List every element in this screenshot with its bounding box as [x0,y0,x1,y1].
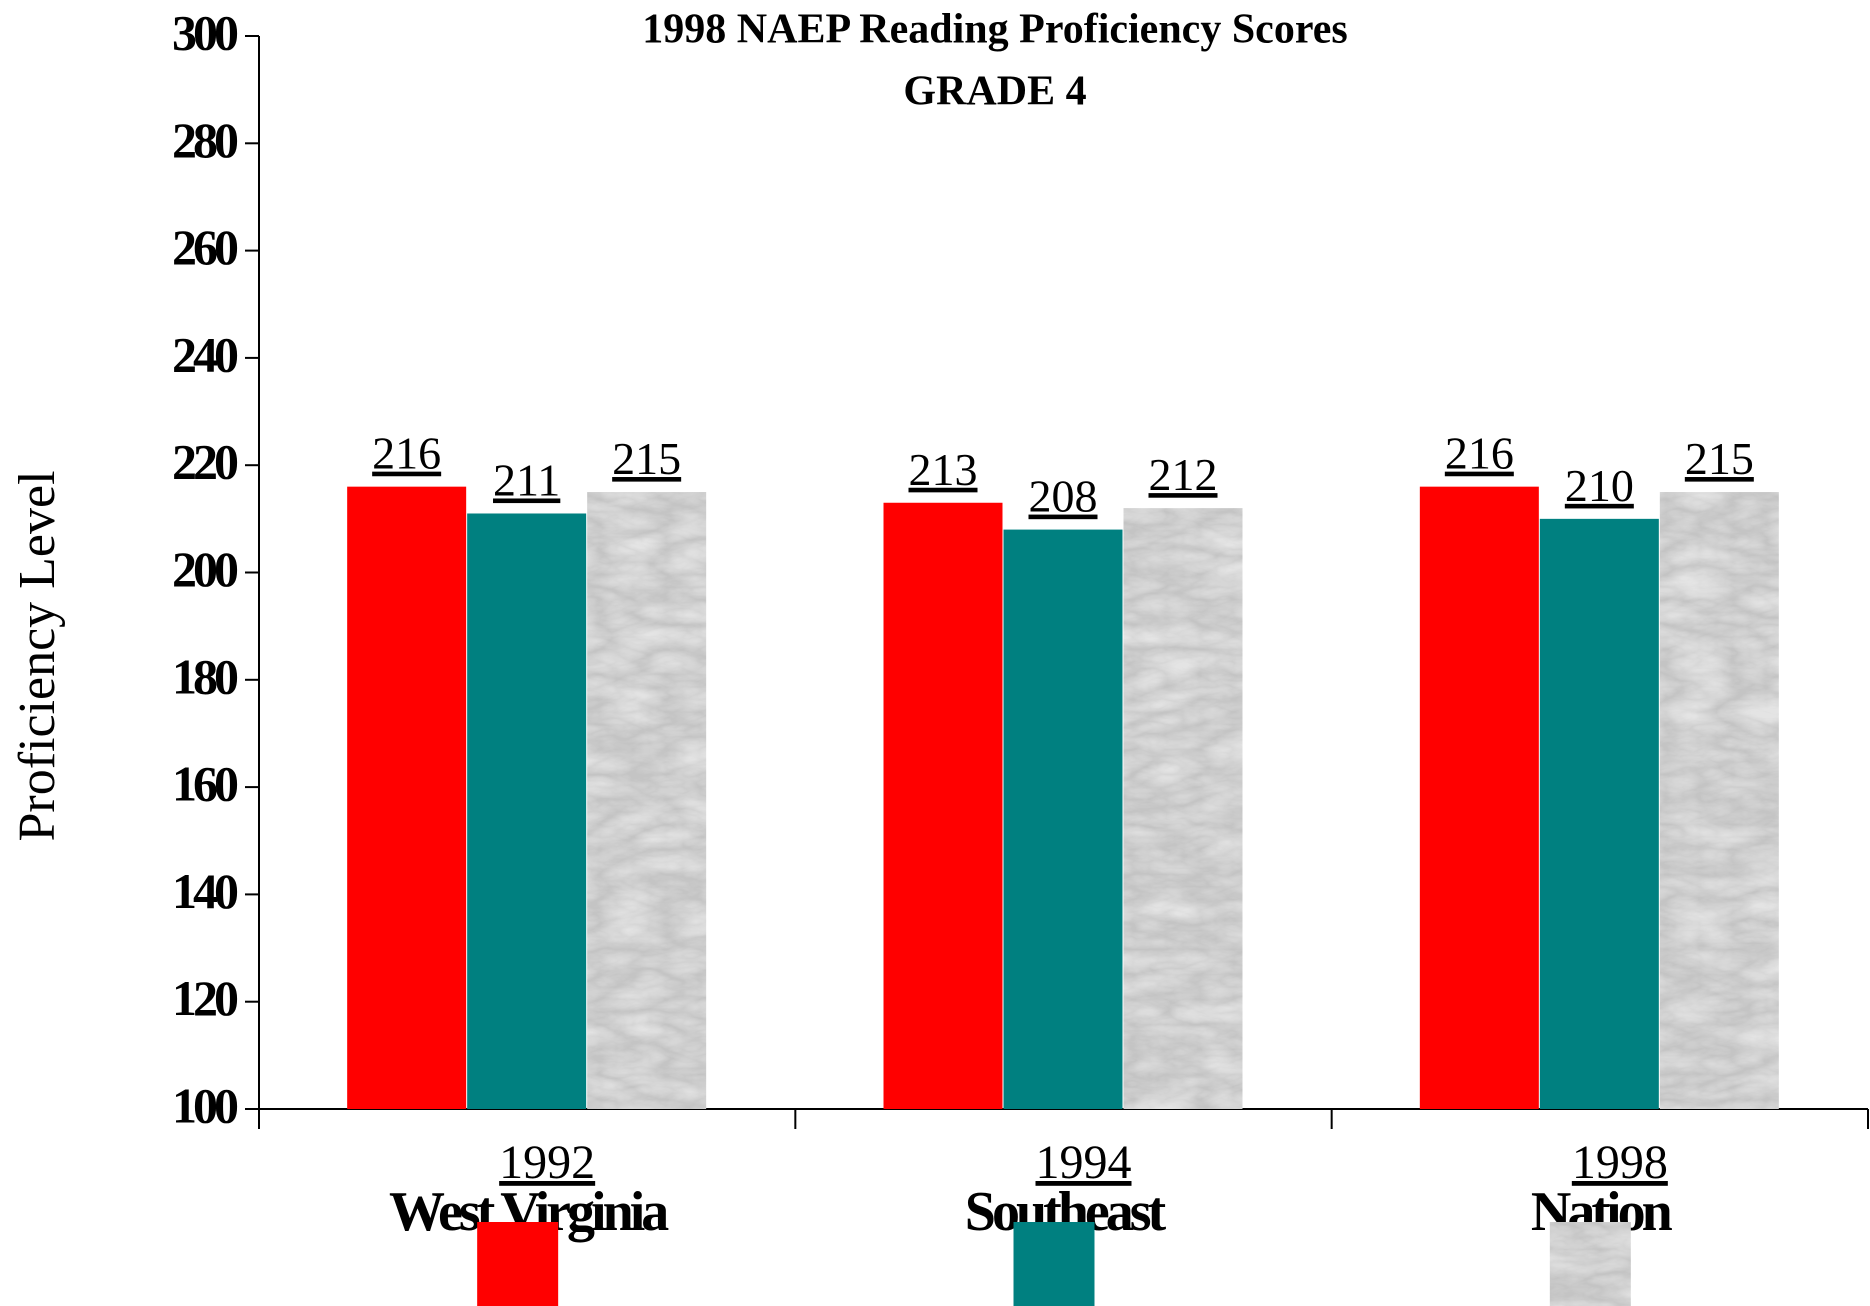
y-tick-label: 160 [172,756,238,812]
y-tick-label: 220 [172,434,238,490]
y-tick-label: 280 [172,112,238,168]
bar [347,486,467,1109]
data-label: 215 [612,433,681,484]
y-tick-label: 120 [172,970,238,1026]
bar [1003,529,1123,1109]
chart-subtitle: GRADE 4 [903,69,1086,115]
data-label: 211 [493,454,560,505]
data-label: 212 [1149,449,1218,500]
data-label: 215 [1685,433,1754,484]
y-tick-label: 100 [172,1077,238,1133]
bar [587,492,707,1109]
bar [1123,508,1243,1109]
x-tick-label: 1998 [1572,1136,1668,1189]
y-tick-label: 240 [172,326,238,382]
bar [883,502,1003,1109]
data-label: 210 [1565,460,1634,511]
x-tick-label: 1994 [1036,1136,1132,1189]
data-label: 208 [1029,471,1098,522]
bar [1419,486,1539,1109]
legend-swatch [1013,1222,1095,1306]
bar [1659,492,1779,1109]
bar [1539,518,1659,1109]
bar [467,513,587,1109]
data-label: 216 [1445,428,1514,479]
legend-swatch [477,1222,559,1306]
y-tick-label: 260 [172,219,238,275]
y-axis-label: Proficiency Level [9,470,66,841]
y-tick-label: 140 [172,863,238,919]
legend-swatch [1549,1222,1631,1306]
x-tick-label: 1992 [499,1136,595,1189]
data-label: 213 [909,444,978,495]
y-tick-label: 200 [172,541,238,597]
y-tick-label: 300 [172,4,238,60]
chart-title: 1998 NAEP Reading Proficiency Scores [642,7,1347,53]
data-label: 216 [372,428,441,479]
y-tick-label: 180 [172,648,238,704]
